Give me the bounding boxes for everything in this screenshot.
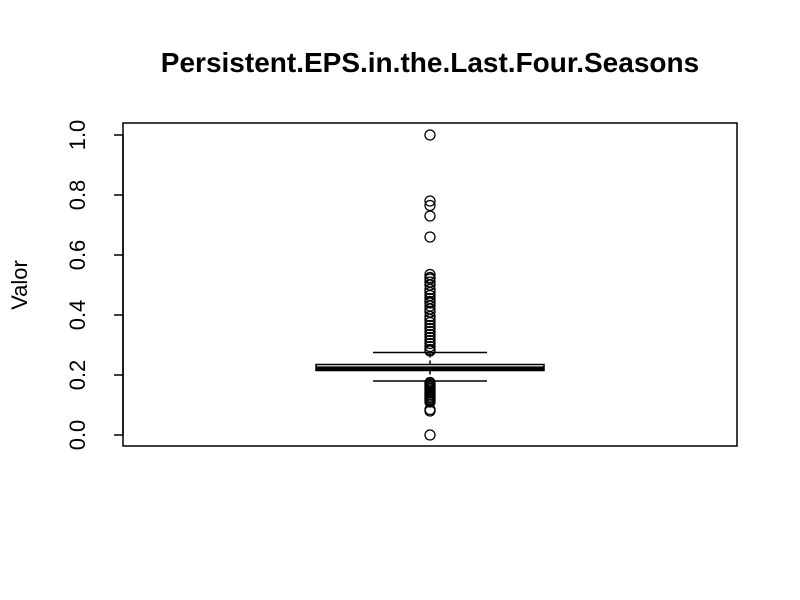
y-axis: 0.0 0.2 0.4 0.6 0.8 1.0 [65, 120, 124, 451]
outlier-point [424, 297, 436, 309]
outlier-point [424, 316, 436, 329]
outlier-point [424, 345, 436, 357]
outlier-point [424, 328, 436, 341]
outlier-point [424, 396, 436, 408]
chart-title: Persistent.EPS.in.the.Last.Four.Seasons [161, 47, 699, 78]
outlier-point [424, 340, 436, 353]
outlier-point [424, 325, 436, 338]
outlier-point [424, 337, 436, 350]
outlier-point [424, 210, 436, 222]
outlier-point [424, 313, 436, 326]
outlier-point [424, 231, 436, 243]
box-group [315, 351, 545, 382]
outlier-point [424, 283, 436, 296]
outlier-point [424, 429, 436, 441]
outlier-group [424, 129, 436, 441]
y-tick-label: 0.4 [65, 300, 90, 331]
y-tick-label: 0.6 [65, 240, 90, 271]
y-tick-label: 1.0 [65, 120, 90, 151]
y-axis-label: Valor [7, 260, 32, 310]
outlier-point [424, 405, 436, 417]
outlier-point [424, 310, 436, 323]
outlier-point [424, 195, 436, 207]
outlier-point [424, 322, 436, 335]
outlier-point [424, 129, 436, 141]
outlier-point [424, 331, 436, 344]
y-tick-label: 0.0 [65, 420, 90, 451]
outlier-point [424, 319, 436, 332]
y-tick-label: 0.2 [65, 360, 90, 391]
y-tick-label: 0.8 [65, 180, 90, 211]
